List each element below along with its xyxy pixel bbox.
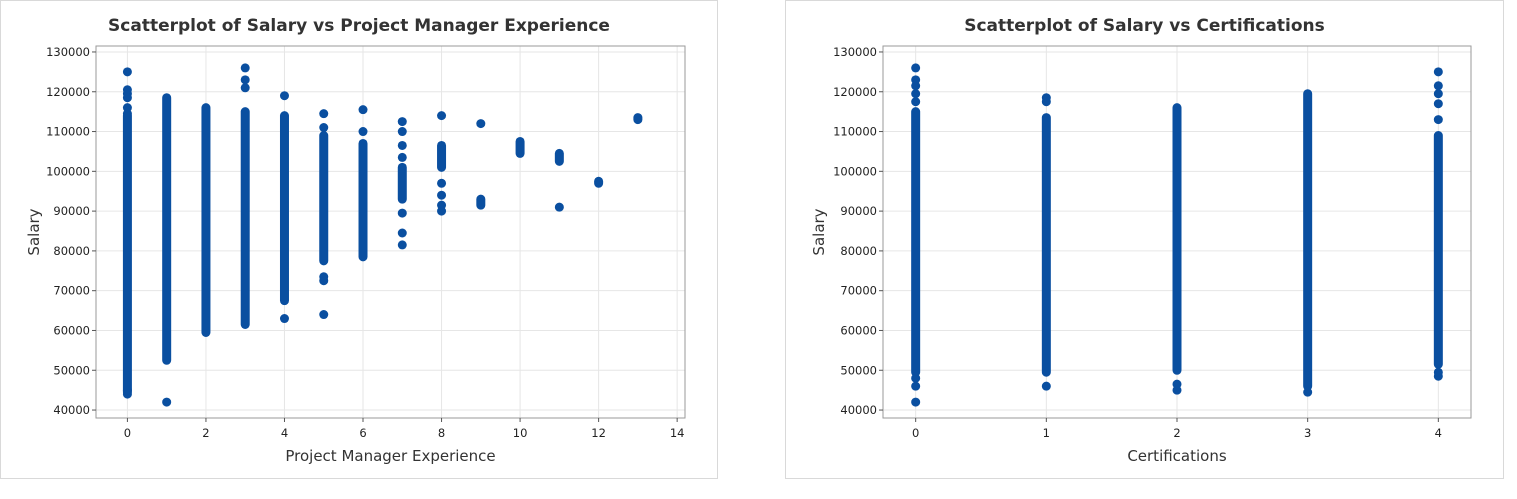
x-tick-label: 10 — [513, 426, 528, 440]
x-tick-label: 12 — [591, 426, 606, 440]
x-axis-label: Certifications — [1127, 447, 1227, 465]
x-tick-label: 4 — [281, 426, 288, 440]
scatter-point — [1041, 93, 1051, 103]
x-tick-label: 0 — [124, 426, 131, 440]
scatter-point — [162, 397, 172, 407]
y-tick-label: 130000 — [833, 45, 877, 59]
scatter-point — [319, 109, 329, 119]
scatter-point — [911, 75, 921, 85]
y-axis-label: Salary — [810, 208, 828, 255]
scatter-point — [122, 385, 132, 395]
y-tick-label: 100000 — [46, 164, 90, 178]
scatter-point — [319, 123, 329, 133]
scatter-point — [397, 152, 407, 162]
scatter-point — [911, 397, 921, 407]
scatter-point — [437, 190, 447, 200]
scatter-point — [279, 314, 289, 324]
y-tick-label: 110000 — [833, 125, 877, 139]
y-tick-label: 120000 — [46, 85, 90, 99]
x-tick-label: 4 — [1435, 426, 1442, 440]
y-axis-label: Salary — [25, 208, 43, 255]
scatter-point — [397, 228, 407, 238]
scatter-point — [437, 178, 447, 188]
y-tick-label: 120000 — [833, 85, 877, 99]
scatter-point — [358, 105, 368, 115]
scatter-point — [397, 208, 407, 218]
scatter-point — [319, 272, 329, 282]
scatter-point — [397, 140, 407, 150]
x-tick-label: 0 — [912, 426, 919, 440]
scatterplot-experience-chart: 40000 50000 60000 70000 80000 90000 100000 1100… — [25, 16, 686, 465]
scatter-point — [240, 83, 250, 93]
scatter-point — [397, 117, 407, 127]
scatter-point — [122, 85, 132, 95]
scatter-point — [1433, 99, 1443, 109]
scatter-point — [1433, 81, 1443, 91]
scatter-point — [122, 67, 132, 77]
scatter-point — [122, 103, 132, 113]
scatter-point — [1041, 381, 1051, 391]
scatter-point — [240, 75, 250, 85]
scatter-point — [1303, 387, 1313, 397]
scatter-point — [476, 119, 486, 129]
scatter-point — [911, 381, 921, 391]
y-tick-label: 90000 — [840, 204, 877, 218]
chart-title: Scatterplot of Salary vs Certifications — [964, 16, 1325, 36]
scatter-point — [1433, 115, 1443, 125]
chart-title: Scatterplot of Salary vs Project Manager… — [108, 16, 610, 36]
x-tick-label: 14 — [670, 426, 685, 440]
x-tick-label: 2 — [1173, 426, 1180, 440]
y-tick-label: 60000 — [53, 323, 90, 337]
scatter-point — [911, 89, 921, 99]
y-tick-label: 130000 — [46, 45, 90, 59]
scatterplot-experience-panel: 40000 50000 60000 70000 80000 90000 100000 1100… — [0, 0, 718, 479]
y-tick-label: 50000 — [840, 363, 877, 377]
x-tick-label: 6 — [359, 426, 366, 440]
y-tick-label: 50000 — [53, 363, 90, 377]
y-tick-label: 80000 — [53, 244, 90, 258]
x-tick-label: 1 — [1043, 426, 1050, 440]
y-tick-label: 60000 — [840, 323, 877, 337]
y-tick-label: 70000 — [840, 284, 877, 298]
scatter-point — [437, 111, 447, 121]
scatter-point — [397, 127, 407, 137]
y-tick-label: 90000 — [53, 204, 90, 218]
scatter-point — [437, 200, 447, 210]
y-tick-label: 40000 — [840, 403, 877, 417]
x-tick-label: 3 — [1304, 426, 1311, 440]
x-tick-label: 8 — [438, 426, 445, 440]
scatter-point — [554, 202, 564, 212]
scatter-point — [279, 91, 289, 101]
y-tick-label: 40000 — [53, 403, 90, 417]
scatter-point — [358, 127, 368, 137]
scatterplot-certifications-panel: 40000 50000 60000 70000 80000 90000 100000 1100… — [785, 0, 1504, 479]
y-tick-label: 100000 — [833, 164, 877, 178]
scatter-point — [319, 310, 329, 320]
plot-frame — [95, 45, 686, 419]
scatter-point — [911, 63, 921, 73]
x-tick-label: 2 — [202, 426, 209, 440]
scatter-point — [1172, 379, 1182, 389]
x-axis-label: Project Manager Experience — [285, 447, 495, 465]
scatter-point — [397, 240, 407, 250]
scatter-point — [1433, 67, 1443, 77]
scatterplot-certifications-chart: 40000 50000 60000 70000 80000 90000 100000 1100… — [810, 16, 1472, 465]
y-tick-label: 110000 — [46, 125, 90, 139]
scatter-point — [911, 373, 921, 383]
scatter-point — [240, 63, 250, 73]
y-tick-label: 70000 — [53, 284, 90, 298]
scatter-point — [911, 97, 921, 107]
scatter-point — [1433, 89, 1443, 99]
y-tick-label: 80000 — [840, 244, 877, 258]
scatter-point — [1433, 367, 1443, 377]
